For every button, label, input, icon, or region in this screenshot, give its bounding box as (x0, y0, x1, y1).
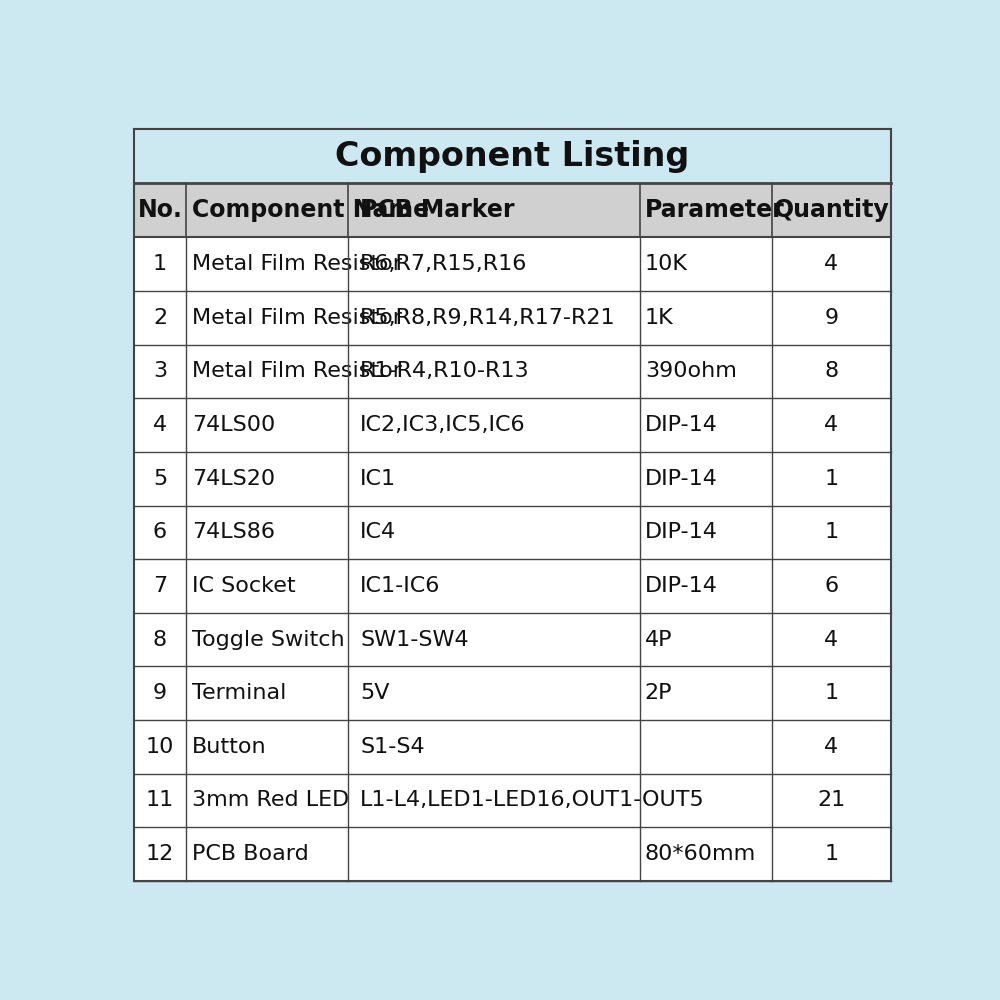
Text: 1: 1 (824, 469, 838, 489)
Bar (134, 720, 891, 774)
Bar (134, 774, 891, 827)
Text: 390ohm: 390ohm (645, 361, 737, 381)
Text: 3: 3 (153, 361, 167, 381)
Text: 10: 10 (146, 737, 174, 757)
Text: 1: 1 (824, 844, 838, 864)
Text: IC2,IC3,IC5,IC6: IC2,IC3,IC5,IC6 (360, 415, 526, 435)
Bar (134, 827, 891, 881)
Text: Terminal: Terminal (192, 683, 287, 703)
Text: DIP-14: DIP-14 (645, 469, 718, 489)
Bar (134, 666, 891, 720)
Text: 1: 1 (824, 522, 838, 542)
Bar (134, 237, 891, 291)
Bar (134, 506, 891, 559)
Bar (134, 559, 891, 613)
Text: 6: 6 (153, 522, 167, 542)
Text: 5V: 5V (360, 683, 390, 703)
Text: 4: 4 (824, 254, 838, 274)
Bar (134, 452, 891, 506)
Text: R1-R4,R10-R13: R1-R4,R10-R13 (360, 361, 530, 381)
Text: Component Name: Component Name (192, 198, 429, 222)
Text: DIP-14: DIP-14 (645, 576, 718, 596)
Text: 74LS00: 74LS00 (192, 415, 275, 435)
Text: 8: 8 (824, 361, 838, 381)
Text: 4P: 4P (645, 630, 672, 650)
Bar (134, 291, 891, 345)
Text: S1-S4: S1-S4 (360, 737, 425, 757)
Bar (134, 183, 891, 237)
Text: R5,R8,R9,R14,R17-R21: R5,R8,R9,R14,R17-R21 (360, 308, 616, 328)
Text: Metal Film Resistor: Metal Film Resistor (192, 361, 402, 381)
Text: PCB Marker: PCB Marker (360, 198, 515, 222)
Text: 7: 7 (153, 576, 167, 596)
Text: Parameter: Parameter (645, 198, 785, 222)
Text: Button: Button (192, 737, 267, 757)
Text: Metal Film Resistor: Metal Film Resistor (192, 308, 402, 328)
Text: 5: 5 (153, 469, 167, 489)
Text: 74LS20: 74LS20 (192, 469, 275, 489)
Text: DIP-14: DIP-14 (645, 415, 718, 435)
Text: 12: 12 (146, 844, 174, 864)
Text: IC Socket: IC Socket (192, 576, 296, 596)
Bar (134, 613, 891, 666)
Text: 11: 11 (146, 790, 174, 810)
Text: Quantity: Quantity (773, 198, 889, 222)
Text: R6,R7,R15,R16: R6,R7,R15,R16 (360, 254, 527, 274)
Text: PCB Board: PCB Board (192, 844, 309, 864)
Text: 4: 4 (824, 737, 838, 757)
Text: Component Listing: Component Listing (335, 140, 690, 173)
Text: IC1-IC6: IC1-IC6 (360, 576, 440, 596)
Text: 2: 2 (153, 308, 167, 328)
Text: 21: 21 (817, 790, 845, 810)
Text: 4: 4 (824, 630, 838, 650)
Text: DIP-14: DIP-14 (645, 522, 718, 542)
Text: 10K: 10K (645, 254, 688, 274)
Text: 4: 4 (824, 415, 838, 435)
Text: SW1-SW4: SW1-SW4 (360, 630, 469, 650)
Text: 6: 6 (824, 576, 838, 596)
Text: 80*60mm: 80*60mm (645, 844, 756, 864)
Text: 74LS86: 74LS86 (192, 522, 275, 542)
Text: 8: 8 (153, 630, 167, 650)
Text: 9: 9 (153, 683, 167, 703)
Text: 1K: 1K (645, 308, 674, 328)
Bar (134, 398, 891, 452)
Text: IC1: IC1 (360, 469, 396, 489)
Text: 1: 1 (153, 254, 167, 274)
Bar (134, 129, 891, 183)
Text: Metal Film Resistor: Metal Film Resistor (192, 254, 402, 274)
Text: 2P: 2P (645, 683, 672, 703)
Text: 4: 4 (153, 415, 167, 435)
Text: No.: No. (138, 198, 182, 222)
Text: 1: 1 (824, 683, 838, 703)
Text: 9: 9 (824, 308, 838, 328)
Bar (134, 345, 891, 398)
Text: IC4: IC4 (360, 522, 396, 542)
Text: Toggle Switch: Toggle Switch (192, 630, 345, 650)
Text: L1-L4,LED1-LED16,OUT1-OUT5: L1-L4,LED1-LED16,OUT1-OUT5 (360, 790, 705, 810)
Text: 3mm Red LED: 3mm Red LED (192, 790, 349, 810)
